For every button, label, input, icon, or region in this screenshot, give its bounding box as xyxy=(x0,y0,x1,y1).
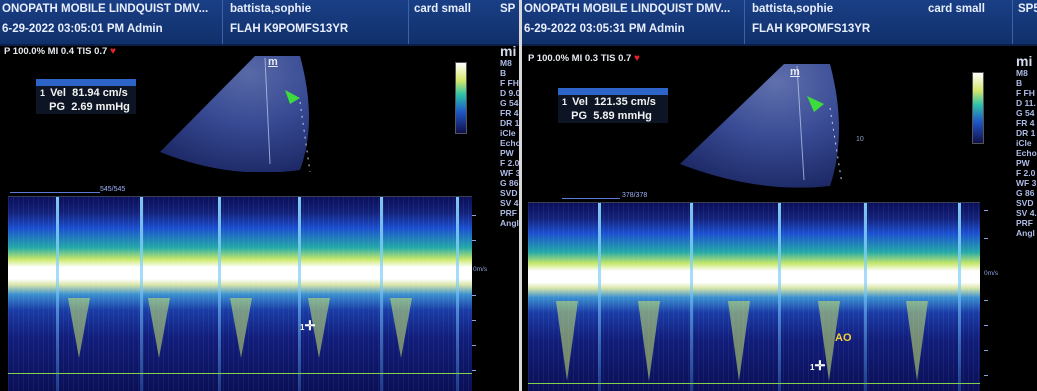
panel-divider xyxy=(519,0,522,391)
side-param: M8 xyxy=(500,58,512,68)
side-param: D 11. xyxy=(1016,98,1036,108)
vel-label: Vel xyxy=(572,96,588,108)
pg-value: 5.89 mmHg xyxy=(593,110,652,122)
side-param: SVD xyxy=(1016,198,1034,208)
side-param: FR 4 xyxy=(1016,118,1035,128)
depth-label: 10 xyxy=(856,136,864,143)
velocity-axis-label: 0m/s xyxy=(473,266,488,273)
side-param: mi xyxy=(1016,54,1033,69)
side-param: SVD xyxy=(500,188,518,198)
patient-name: battista,sophie xyxy=(752,3,834,15)
frame-counter: 378/378 xyxy=(622,192,648,199)
measurement-box-header xyxy=(36,79,136,86)
velocity-cursor[interactable]: 1✛ xyxy=(810,358,825,374)
side-param: WF 3 xyxy=(1016,178,1037,188)
vel-value: 81.94 cm/s xyxy=(72,87,128,99)
color-scale-bar xyxy=(972,72,984,144)
side-param: PW xyxy=(1016,158,1030,168)
side-parameter-list: mi M8 B F FH D 9.0 G 54 FR 4 DR 1 iCle E… xyxy=(500,44,519,228)
measurement-box: 1 Vel 81.94 cm/s PG 2.69 mmHg xyxy=(36,79,136,114)
clinic-name: ONOPATH MOBILE LINDQUIST DMV... xyxy=(2,3,209,15)
spectral-doppler-display xyxy=(8,196,472,391)
side-param: PRF xyxy=(1016,218,1033,228)
heart-icon: ♥ xyxy=(109,46,116,57)
side-param: G 86 xyxy=(1016,188,1035,198)
header-bar: ONOPATH MOBILE LINDQUIST DMV... battista… xyxy=(522,0,1037,46)
side-param: G 86 xyxy=(500,178,519,188)
velocity-axis-label: 0m/s xyxy=(984,270,999,277)
velocity-cursor[interactable]: 1✛ xyxy=(300,318,315,334)
baseline xyxy=(8,373,472,374)
side-param: Echo xyxy=(1016,148,1037,158)
pg-value: 2.69 mmHg xyxy=(71,101,130,113)
spectral-doppler-display xyxy=(528,202,980,391)
side-param: iCle xyxy=(1016,138,1032,148)
side-parameter-list: mi M8 B F FH D 11. G 54 FR 4 DR 1 iCle E… xyxy=(1016,54,1037,238)
measurement-index: 1 xyxy=(562,97,568,107)
cursor-index: 1 xyxy=(300,323,305,332)
side-param: F FH xyxy=(500,78,519,88)
side-param: F 2.0 xyxy=(1016,168,1036,178)
measurement-index: 1 xyxy=(40,88,46,98)
crosshair-icon: ✛ xyxy=(814,358,826,373)
side-param: PW xyxy=(500,148,514,158)
ultrasound-screen-right: ONOPATH MOBILE LINDQUIST DMV... battista… xyxy=(522,0,1037,391)
side-param: FR 4 xyxy=(500,108,519,118)
side-param: Echo xyxy=(500,138,519,148)
crosshair-icon: ✛ xyxy=(304,318,316,333)
probe-orientation-marker: m xyxy=(268,56,278,68)
power-params-text: P 100.0% MI 0.4 TIS 0.7 xyxy=(4,46,108,57)
timeline-bar xyxy=(10,192,100,193)
side-param: PRF xyxy=(500,208,517,218)
pg-label: PG xyxy=(571,110,588,122)
side-param: B xyxy=(1016,78,1023,88)
exam-datetime: 6-29-2022 03:05:31 PM Admin xyxy=(524,23,685,35)
baseline xyxy=(528,383,980,384)
color-scale-bar xyxy=(455,62,467,134)
pg-label: PG xyxy=(49,101,66,113)
side-param: iCle xyxy=(500,128,516,138)
side-param: G 54 xyxy=(1016,108,1035,118)
side-param: G 54 xyxy=(500,98,519,108)
side-param: DR 1 xyxy=(1016,128,1036,138)
ultrasound-screen-left: ONOPATH MOBILE LINDQUIST DMV... battista… xyxy=(0,0,519,391)
exam-datetime: 6-29-2022 03:05:01 PM Admin xyxy=(2,23,163,35)
cursor-index: 1 xyxy=(810,363,815,372)
side-param: WF 3 xyxy=(500,168,519,178)
vel-label: Vel xyxy=(50,87,66,99)
bmode-sector xyxy=(680,64,843,188)
side-param: F FH xyxy=(1016,88,1035,98)
side-param: Angl xyxy=(500,218,519,228)
study-type: card small xyxy=(928,3,985,15)
clinic-name: ONOPATH MOBILE LINDQUIST DMV... xyxy=(524,3,731,15)
header-corner: SP xyxy=(500,3,516,15)
annotation-label[interactable]: AO xyxy=(835,332,852,344)
patient-name: battista,sophie xyxy=(230,3,312,15)
measurement-box-header xyxy=(558,88,668,95)
power-params: P 100.0% MI 0.3 TIS 0.7 ♥ xyxy=(528,53,640,64)
measurement-box: 1 Vel 121.35 cm/s PG 5.89 mmHg xyxy=(558,88,668,123)
header-bar: ONOPATH MOBILE LINDQUIST DMV... battista… xyxy=(0,0,519,46)
exam-id: FLAH K9POMFS13YR xyxy=(230,23,349,35)
side-param: DR 1 xyxy=(500,118,519,128)
study-type: card small xyxy=(414,3,471,15)
side-param: SV 4. xyxy=(1016,208,1037,218)
power-params: P 100.0% MI 0.4 TIS 0.7 ♥ xyxy=(4,46,116,57)
side-param: SV 4 xyxy=(500,198,519,208)
side-param: Angl xyxy=(1016,228,1035,238)
side-param: B xyxy=(500,68,507,78)
timeline-bar xyxy=(562,198,620,199)
probe-orientation-marker: m xyxy=(790,66,800,78)
heart-icon: ♥ xyxy=(633,53,640,64)
header-corner: SP5 xyxy=(1018,3,1037,15)
power-params-text: P 100.0% MI 0.3 TIS 0.7 xyxy=(528,53,632,64)
side-param: F 2.0 xyxy=(500,158,519,168)
side-param: M8 xyxy=(1016,68,1028,78)
frame-counter: 545/545 xyxy=(100,186,126,193)
side-param: D 9.0 xyxy=(500,88,519,98)
vel-value: 121.35 cm/s xyxy=(594,96,656,108)
exam-id: FLAH K9POMFS13YR xyxy=(752,23,871,35)
bmode-sector xyxy=(160,56,311,172)
side-param: mi xyxy=(500,44,517,59)
